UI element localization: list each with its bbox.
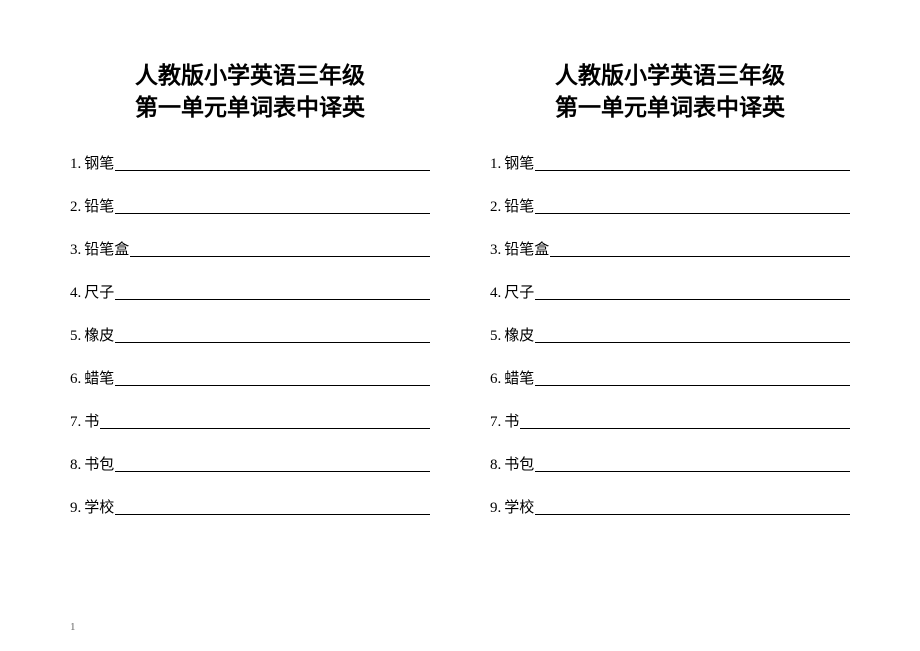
list-item: 4.尺子 [490,281,850,302]
title-line-1: 人教版小学英语三年级 [70,60,430,92]
answer-blank-line[interactable] [535,213,850,214]
list-item: 8.书包 [490,453,850,474]
item-label: 书包 [504,453,534,474]
page-footnote: 1 [70,621,76,633]
answer-blank-line[interactable] [535,471,850,472]
answer-blank-line[interactable] [535,170,850,171]
item-list-right: 1.钢笔 2.铅笔 3.铅笔盒 4.尺子 5.橡皮 6.蜡笔 7.书 8.书包 9.学校 [490,152,850,539]
item-number: 9. [490,500,501,517]
list-item: 8.书包 [70,453,430,474]
item-number: 8. [490,457,501,474]
item-number: 1. [70,156,81,173]
item-number: 2. [490,199,501,216]
item-label: 书 [504,410,519,431]
item-label: 学校 [84,496,114,517]
item-number: 2. [70,199,81,216]
item-number: 1. [490,156,501,173]
list-item: 7.书 [490,410,850,431]
list-item: 6.蜡笔 [70,367,430,388]
item-label: 铅笔 [504,195,534,216]
item-number: 3. [70,242,81,259]
list-item: 9.学校 [490,496,850,517]
title-line-2: 第一单元单词表中译英 [70,92,430,124]
item-number: 8. [70,457,81,474]
title-line-1: 人教版小学英语三年级 [490,60,850,92]
list-item: 9.学校 [70,496,430,517]
item-label: 铅笔盒 [84,238,129,259]
right-column: 人教版小学英语三年级 第一单元单词表中译英 1.钢笔 2.铅笔 3.铅笔盒 4.尺子 5… [490,60,850,591]
list-item: 2.铅笔 [490,195,850,216]
item-label: 蜡笔 [504,367,534,388]
item-label: 橡皮 [84,324,114,345]
item-list-left: 1.钢笔 2.铅笔 3.铅笔盒 4.尺子 5.橡皮 6.蜡笔 7.书 8.书包 9.学校 [70,152,430,539]
item-label: 尺子 [84,281,114,302]
answer-blank-line[interactable] [520,428,850,429]
item-label: 书包 [84,453,114,474]
item-label: 钢笔 [504,152,534,173]
item-label: 铅笔 [84,195,114,216]
answer-blank-line[interactable] [115,170,430,171]
answer-blank-line[interactable] [115,514,430,515]
list-item: 3.铅笔盒 [490,238,850,259]
answer-blank-line[interactable] [115,471,430,472]
item-number: 6. [490,371,501,388]
item-number: 5. [490,328,501,345]
list-item: 1.钢笔 [70,152,430,173]
item-number: 4. [70,285,81,302]
list-item: 1.钢笔 [490,152,850,173]
item-label: 尺子 [504,281,534,302]
item-number: 5. [70,328,81,345]
item-number: 3. [490,242,501,259]
item-number: 6. [70,371,81,388]
list-item: 5.橡皮 [70,324,430,345]
item-number: 9. [70,500,81,517]
answer-blank-line[interactable] [115,299,430,300]
title-line-2: 第一单元单词表中译英 [490,92,850,124]
item-label: 橡皮 [504,324,534,345]
answer-blank-line[interactable] [535,342,850,343]
list-item: 2.铅笔 [70,195,430,216]
answer-blank-line[interactable] [535,299,850,300]
left-column: 人教版小学英语三年级 第一单元单词表中译英 1.钢笔 2.铅笔 3.铅笔盒 4.尺子 5… [70,60,430,591]
answer-blank-line[interactable] [535,385,850,386]
worksheet-title-left: 人教版小学英语三年级 第一单元单词表中译英 [70,60,430,124]
answer-blank-line[interactable] [130,256,430,257]
answer-blank-line[interactable] [550,256,850,257]
worksheet-title-right: 人教版小学英语三年级 第一单元单词表中译英 [490,60,850,124]
list-item: 6.蜡笔 [490,367,850,388]
item-label: 蜡笔 [84,367,114,388]
item-label: 书 [84,410,99,431]
list-item: 7.书 [70,410,430,431]
item-label: 学校 [504,496,534,517]
item-number: 7. [490,414,501,431]
list-item: 3.铅笔盒 [70,238,430,259]
answer-blank-line[interactable] [115,385,430,386]
list-item: 5.橡皮 [490,324,850,345]
answer-blank-line[interactable] [115,342,430,343]
list-item: 4.尺子 [70,281,430,302]
item-label: 钢笔 [84,152,114,173]
answer-blank-line[interactable] [100,428,430,429]
answer-blank-line[interactable] [115,213,430,214]
answer-blank-line[interactable] [535,514,850,515]
item-number: 7. [70,414,81,431]
item-label: 铅笔盒 [504,238,549,259]
item-number: 4. [490,285,501,302]
